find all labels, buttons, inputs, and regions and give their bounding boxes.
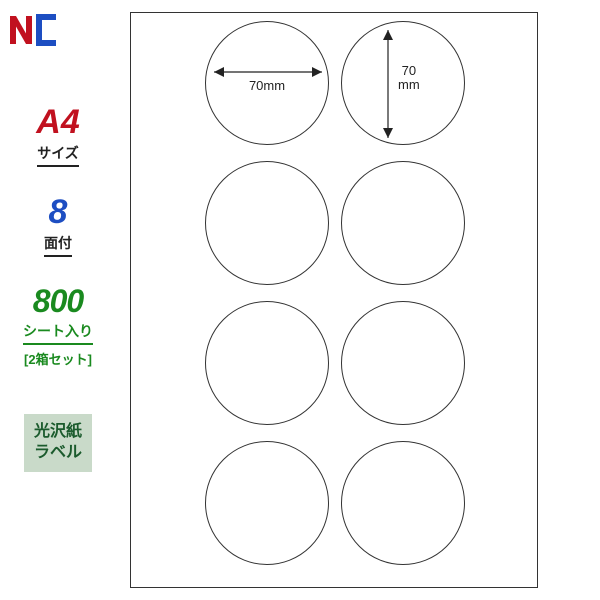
badge-line1: 光沢紙 [34,423,82,440]
brand-logo [10,10,58,50]
label-circle [341,301,465,425]
faces-value: 8 [44,195,72,229]
faces-label: 面付 [44,233,72,257]
spec-sidebar: A4 サイズ 8 面付 800 シート入り [2箱セット] 光沢紙 ラベル [18,105,98,472]
spec-size: A4 サイズ [36,105,79,167]
width-dimension: 70mm [249,78,285,93]
sheets-label: シート入り [23,321,93,345]
sheets-value: 800 [23,285,93,317]
label-circle: 70mm [341,21,465,145]
label-sheet-diagram: 70mm 70mm [130,12,538,588]
label-circle [205,161,329,285]
size-label: サイズ [37,143,79,167]
badge-line2: ラベル [34,444,82,461]
height-dimension: 70mm [398,64,420,93]
paper-type-badge: 光沢紙 ラベル [24,414,92,472]
label-circle [341,441,465,565]
sheets-boxes: [2箱セット] [23,349,93,368]
label-circle [341,161,465,285]
label-circle [205,441,329,565]
label-circle [205,301,329,425]
spec-sheets: 800 シート入り [2箱セット] [23,285,93,368]
size-value: A4 [36,105,79,139]
circle-grid: 70mm 70mm [205,21,465,565]
spec-faces: 8 面付 [44,195,72,257]
label-circle: 70mm [205,21,329,145]
